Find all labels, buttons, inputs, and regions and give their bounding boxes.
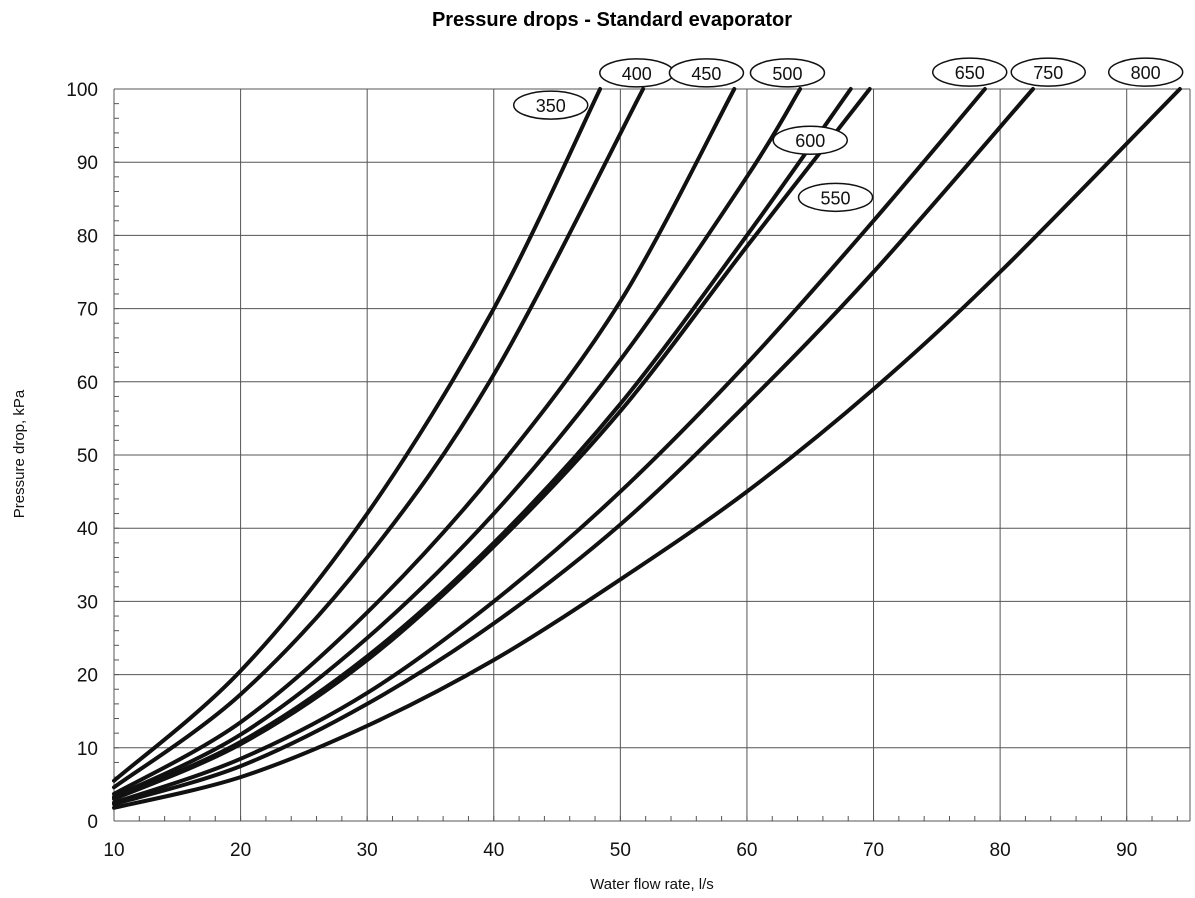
series-tag-ellipse <box>797 182 874 213</box>
x-tick-label: 40 <box>483 840 504 861</box>
series-tag-750: 750 <box>1010 57 1086 87</box>
y-tick-label: 10 <box>77 739 98 760</box>
series-labels: 350 400 450 500 600 550 650 750 800 <box>512 57 1184 213</box>
series-tag-350: 350 <box>512 90 589 120</box>
series-tag-ellipse <box>931 57 1008 87</box>
series-tag-ellipse <box>668 58 745 88</box>
series-line-400 <box>112 87 646 790</box>
y-axis-label: Pressure drop, kPa <box>11 389 28 518</box>
y-tick-label: 100 <box>66 80 98 101</box>
series-line-600 <box>112 87 853 801</box>
x-tick-label: 30 <box>357 840 378 861</box>
x-tick-label: 90 <box>1116 840 1137 861</box>
series-tag-label: 350 <box>536 96 566 116</box>
x-tick-label: 10 <box>103 840 124 861</box>
series-lines <box>112 87 1182 810</box>
series-tag-label: 800 <box>1131 63 1161 83</box>
grid <box>113 88 1191 822</box>
series-tag-ellipse <box>1107 57 1184 87</box>
series-tag-label: 650 <box>955 63 985 83</box>
y-tick-label: 60 <box>77 373 98 394</box>
series-tag-label: 400 <box>622 64 652 84</box>
series-tag-ellipse <box>749 58 826 88</box>
series-line-500 <box>112 87 803 799</box>
x-axis-ticks: 10 20 30 40 50 60 70 80 90 <box>103 840 1137 861</box>
x-tick-label: 60 <box>736 840 757 861</box>
series-tag-label: 450 <box>691 64 721 84</box>
series-tag-label: 600 <box>795 131 825 151</box>
series-line-650 <box>112 87 987 805</box>
x-axis-label: Water flow rate, l/s <box>590 876 714 893</box>
series-line-550 <box>112 87 872 801</box>
series-tag-800: 800 <box>1107 57 1184 87</box>
y-tick-label: 90 <box>77 153 98 174</box>
series-tag-label: 550 <box>821 188 851 208</box>
y-tick-label: 40 <box>77 519 98 540</box>
series-tag-650: 650 <box>931 57 1008 87</box>
series-tag-450: 450 <box>668 58 745 88</box>
series-tag-600: 600 <box>772 125 848 155</box>
series-line-750 <box>112 87 1035 807</box>
series-tag-ellipse <box>772 125 848 155</box>
y-tick-label: 0 <box>87 812 98 833</box>
x-tick-label: 70 <box>863 840 884 861</box>
series-line-450 <box>112 87 737 796</box>
y-axis-ticks: 0 10 20 30 40 50 60 70 80 90 100 <box>66 80 98 833</box>
y-tick-label: 20 <box>77 666 98 687</box>
series-tag-ellipse <box>1010 57 1086 87</box>
chart-title: Pressure drops - Standard evaporator <box>432 9 792 31</box>
y-tick-label: 70 <box>77 300 98 321</box>
x-tick-label: 20 <box>230 840 251 861</box>
y-tick-label: 50 <box>77 446 98 467</box>
series-line-800 <box>112 87 1182 810</box>
series-tag-550: 550 <box>797 182 874 213</box>
series-tag-label: 750 <box>1033 63 1063 83</box>
y-tick-label: 80 <box>77 226 98 247</box>
series-tag-label: 500 <box>772 64 802 84</box>
x-tick-label: 50 <box>610 840 631 861</box>
series-line-350 <box>112 87 603 783</box>
series-tag-400: 400 <box>599 58 675 88</box>
series-tag-500: 500 <box>749 58 826 88</box>
y-tick-label: 30 <box>77 592 98 613</box>
series-tag-ellipse <box>512 90 589 120</box>
x-tick-label: 80 <box>990 840 1011 861</box>
